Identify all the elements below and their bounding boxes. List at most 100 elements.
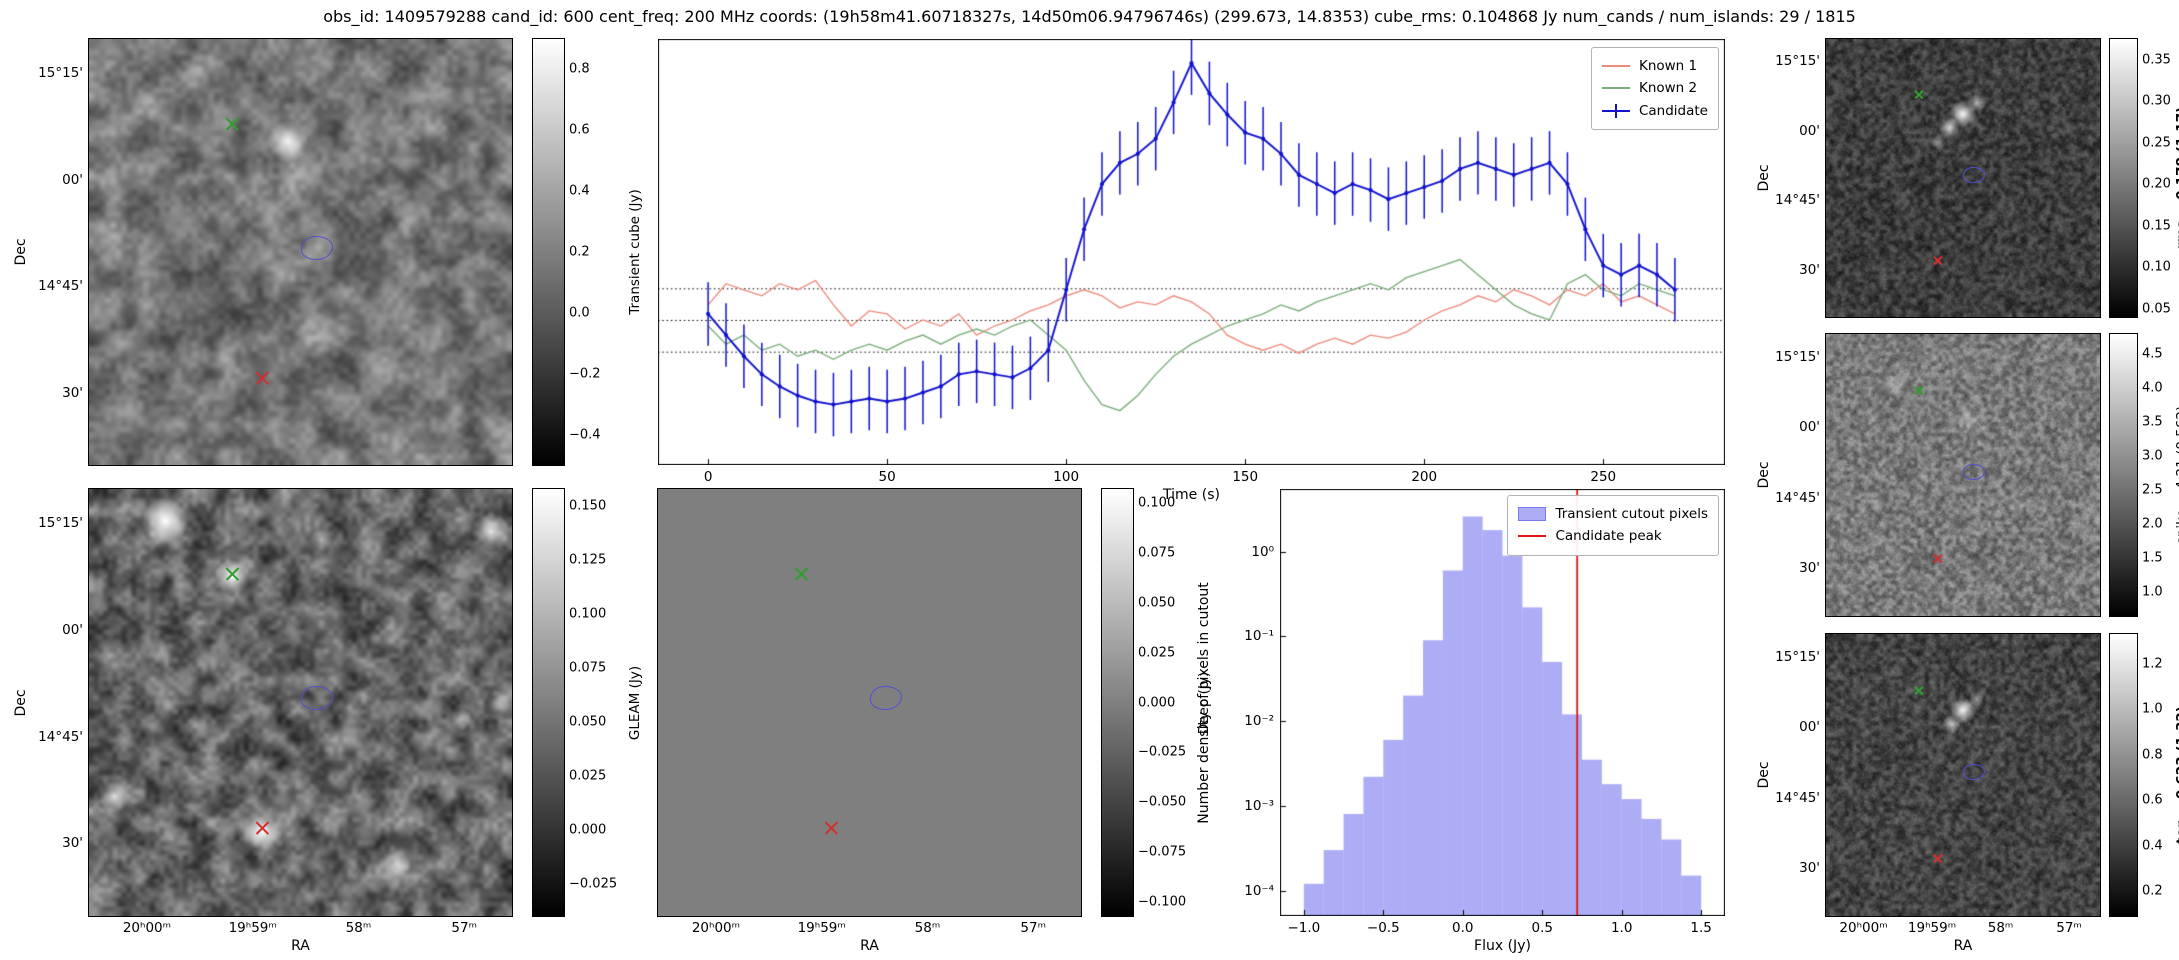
colorbar-tick-labels: 0.35 0.30 0.25 0.20 0.15 0.10 0.05 xyxy=(2142,39,2179,317)
flux-axis-label: Flux (Jy) xyxy=(1474,938,1531,954)
tick-label: 15°15' xyxy=(1775,348,1820,365)
gleam-cutout-panel: 15°15' 00' 14°45' 30' Dec 20ʰ00ᵐ 19ʰ59ᵐ 58ᵐ 57… xyxy=(13,488,513,954)
known-green-x-marker xyxy=(226,117,240,131)
colorbar-tick-label: 0.0 xyxy=(569,305,590,321)
colorbar-tick-labels: 0.100 0.075 0.050 0.025 0.000 −0.025 −0.050 −0.… xyxy=(1138,489,1198,916)
colorbar-tick-label: 0.025 xyxy=(569,768,607,784)
time-axis-label: Time (s) xyxy=(1163,487,1220,503)
known-red-x-marker xyxy=(1934,854,1943,863)
known-green-x-marker xyxy=(1915,386,1924,395)
transient-cube-cutout-panel: 15°15' 00' 14°45' 30' Dec xyxy=(13,38,513,466)
tick-label: 00' xyxy=(1799,419,1820,436)
legend-label: Known 2 xyxy=(1638,80,1698,97)
colorbar-gradient xyxy=(532,38,565,466)
deep-image xyxy=(657,488,1082,917)
colorbar-tick-label: 0.100 xyxy=(1138,495,1176,511)
ra-axis-label: RA xyxy=(860,938,879,954)
colorbar-tick-label: 0.4 xyxy=(569,183,590,199)
dec-axis-label: Dec xyxy=(1756,761,1772,789)
tick-label: 15°15' xyxy=(1775,648,1820,665)
colorbar-tick-label: 0.050 xyxy=(569,714,607,730)
legend-entry-cutout-pixels: Transient cutout pixels xyxy=(1518,504,1708,524)
tick-label: 200 xyxy=(1411,469,1438,485)
ra-tick-labels: 20ʰ00ᵐ 19ʰ59ᵐ 58ᵐ 57ᵐ xyxy=(1826,920,2100,938)
colorbar-tick-labels: 0.8 0.6 0.4 0.2 0.0 −0.2 −0.4 xyxy=(569,39,629,465)
known-red-x-marker xyxy=(1934,256,1943,265)
legend-label: Transient cutout pixels xyxy=(1555,506,1708,522)
lightcurve-legend: Known 1 Known 2 Candidate xyxy=(1590,47,1719,130)
tick-label: 19ʰ59ᵐ xyxy=(228,920,277,936)
colorbar-tick-label: −0.025 xyxy=(1138,744,1187,760)
tick-label: 00' xyxy=(1799,719,1820,736)
colorbar-tick-label: −0.025 xyxy=(569,876,618,892)
colorbar-tick-label: 0.050 xyxy=(1138,595,1176,611)
tick-label: 00' xyxy=(62,621,83,638)
candidate-errorbar-swatch xyxy=(1601,103,1630,118)
candidate-contour-marker xyxy=(1962,167,1985,184)
candidate-contour-marker xyxy=(1962,464,1985,481)
density-tick-labels: 10⁰ 10⁻¹ 10⁻² 10⁻³ 10⁻⁴ xyxy=(1222,489,1276,916)
rms-marker-overlay xyxy=(1826,39,2100,317)
tcg-marker-overlay xyxy=(1826,634,2100,916)
tick-label: 20ʰ00ᵐ xyxy=(122,920,172,936)
tick-label: 14°45' xyxy=(1775,789,1820,806)
tick-label: 58ᵐ xyxy=(1987,920,2014,936)
tick-label: 150 xyxy=(1232,469,1259,485)
colorbar-tick-label: 1.0 xyxy=(2142,701,2163,717)
tick-label: 10⁻¹ xyxy=(1244,628,1274,645)
colorbar-tick-label: 0.025 xyxy=(1138,645,1176,661)
transient-colorbar-label: Transient cube (Jy) xyxy=(627,189,643,315)
rms-colorbar-label: rms = 0.178 (1.17) xyxy=(2174,106,2179,250)
tick-label: 14°45' xyxy=(38,278,83,295)
deep-marker-overlay xyxy=(658,489,1081,916)
colorbar-tick-label: 4.5 xyxy=(2142,346,2163,362)
tick-label: 19ʰ59ᵐ xyxy=(797,920,846,936)
colorbar-tick-label: −0.4 xyxy=(569,427,601,443)
colorbar-tick-label: −0.075 xyxy=(1138,844,1187,860)
colorbar-tick-label: 0.25 xyxy=(2142,135,2171,151)
rms-colorbar: 0.35 0.30 0.25 0.20 0.15 0.10 0.05 rms = 0.178… xyxy=(2109,38,2179,318)
colorbar-tick-label: 3.0 xyxy=(2142,448,2163,464)
colorbar-tick-label: 0.2 xyxy=(569,244,590,260)
flux-histogram-plot xyxy=(1280,489,1725,916)
colorbar-tick-label: 0.2 xyxy=(2142,883,2163,899)
peak-line-swatch xyxy=(1518,529,1547,543)
legend-entry-known1: Known 1 xyxy=(1601,56,1708,76)
legend-label: Candidate peak xyxy=(1555,528,1662,545)
known-red-x-marker xyxy=(255,371,269,385)
tick-label: 30' xyxy=(62,835,83,852)
colorbar-tick-label: 0.150 xyxy=(569,498,607,514)
tick-label: 0.5 xyxy=(1531,920,1553,936)
colorbar-tick-label: 1.5 xyxy=(2142,550,2163,566)
dec-axis-label: Dec xyxy=(1756,461,1772,489)
tick-label: 10⁻³ xyxy=(1244,797,1274,814)
tcg-colorbar: 1.2 1.0 0.8 0.6 0.4 0.2 tcg = 0.623 (1.32) xyxy=(2109,633,2179,917)
tick-label: −0.5 xyxy=(1366,920,1400,936)
rms-map-panel: 15°15' 00' 14°45' 30' Dec xyxy=(1756,38,2101,318)
colorbar-tick-label: 0.8 xyxy=(2142,747,2163,763)
colorbar-tick-label: 0.125 xyxy=(569,552,607,568)
tick-label: 57ᵐ xyxy=(451,920,477,936)
colorbar-tick-label: 2.5 xyxy=(2142,482,2163,498)
tick-label: −1.0 xyxy=(1287,920,1321,936)
tick-label: 1.5 xyxy=(1690,920,1712,936)
colorbar-tick-label: 0.20 xyxy=(2142,176,2171,192)
known-red-x-marker xyxy=(255,821,269,835)
colorbar-gradient xyxy=(2109,38,2138,318)
legend-label: Candidate xyxy=(1638,102,1708,119)
spike-colorbar: 4.5 4.0 3.5 3.0 2.5 2.0 1.5 1.0 spike = 4.21 (0… xyxy=(2109,333,2179,617)
colorbar-tick-label: 1.0 xyxy=(2142,584,2163,600)
dec-tick-labels: 15°15' 00' 14°45' 30' xyxy=(1772,634,1822,916)
tick-label: 1.0 xyxy=(1610,920,1633,936)
candidate-contour-marker xyxy=(870,686,903,711)
ra-axis-label: RA xyxy=(1953,938,1973,954)
known-green-x-marker xyxy=(1915,686,1924,695)
colorbar-gradient xyxy=(2109,633,2138,917)
colorbar-tick-label: 0.6 xyxy=(569,122,590,138)
dec-tick-labels: 15°15' 00' 14°45' 30' xyxy=(1772,334,1822,616)
gleam-cutout-image xyxy=(88,488,513,917)
gleam-colorbar: 0.150 0.125 0.100 0.075 0.050 0.025 0.000 −0.02… xyxy=(532,488,643,917)
legend-label: Known 1 xyxy=(1638,58,1698,74)
dec-axis-label: Dec xyxy=(13,238,29,266)
